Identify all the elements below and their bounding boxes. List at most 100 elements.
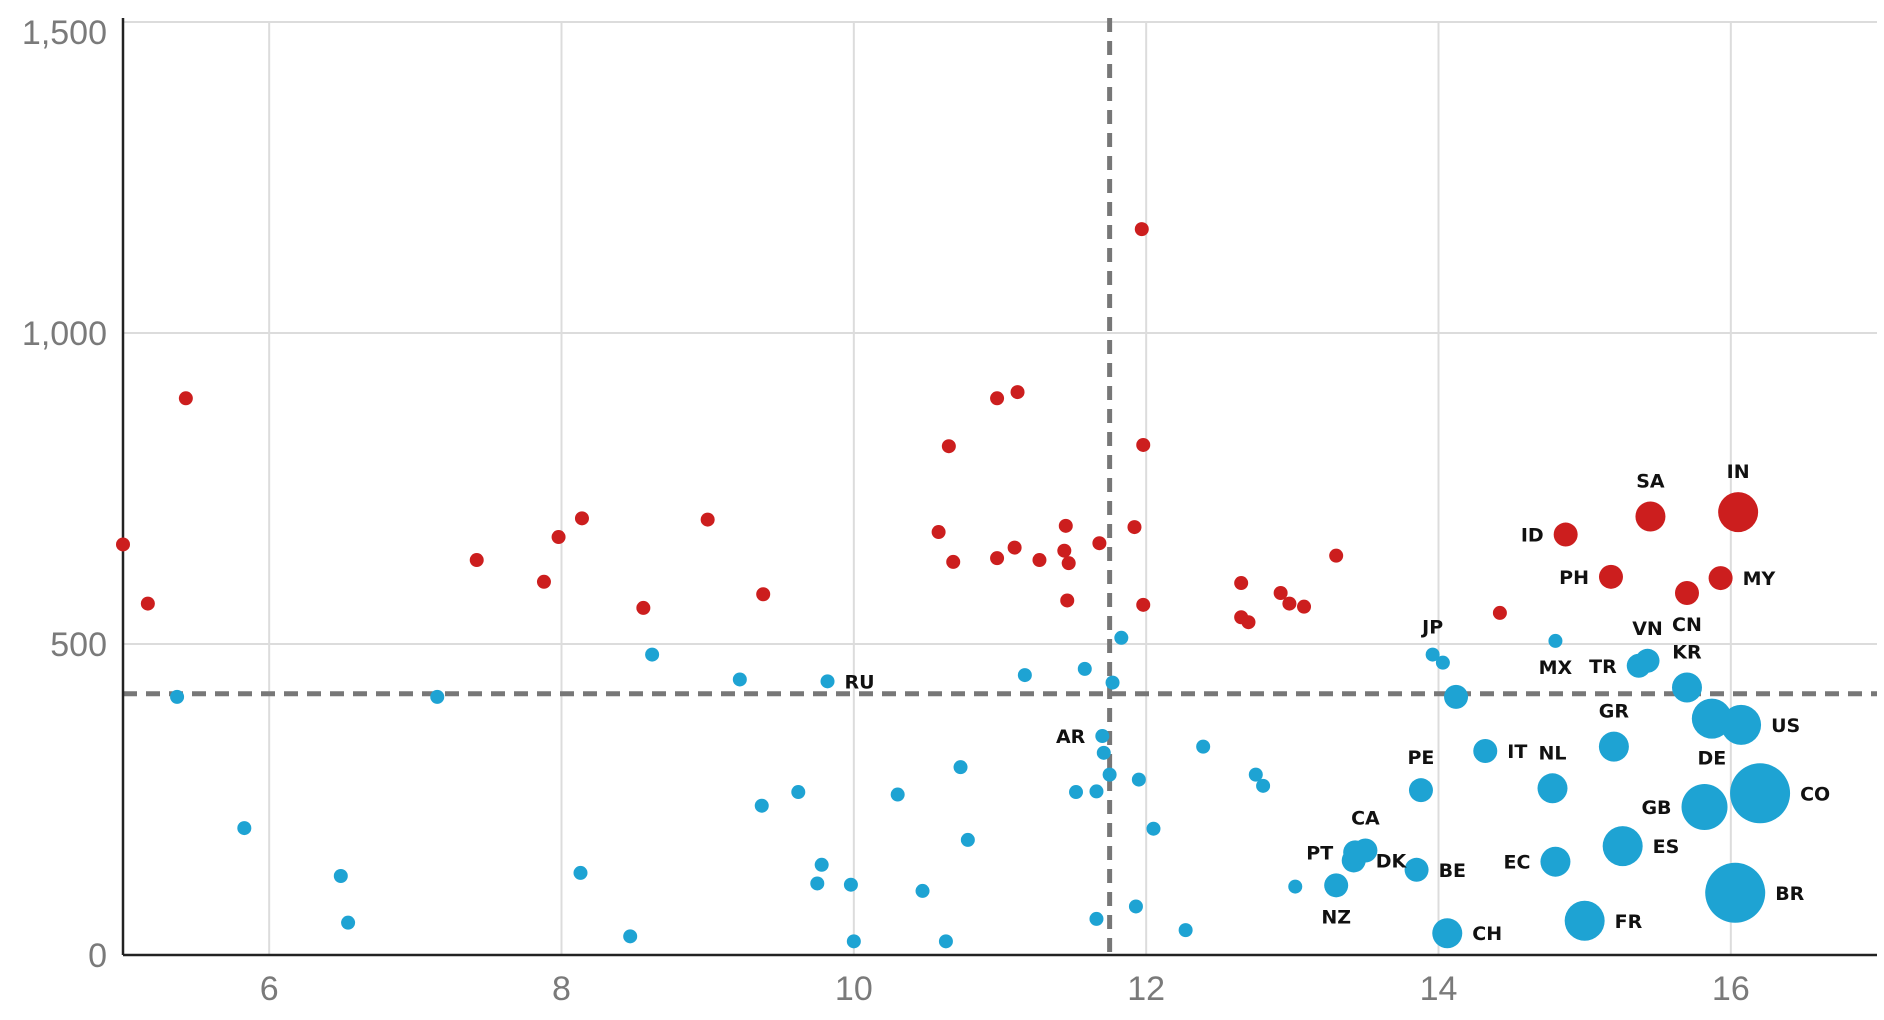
point-label: PE [1408,747,1435,769]
data-point [938,934,953,949]
data-point [1273,585,1288,600]
data-point [1017,668,1032,683]
point-label: GR [1599,701,1630,723]
data-point [1032,553,1047,568]
data-points [116,222,1791,949]
data-point [1077,661,1092,676]
axes [121,18,1877,957]
data-point [1598,564,1623,589]
data-point [430,689,445,704]
data-point [1241,615,1256,630]
point-label: IT [1507,741,1527,763]
data-point [890,787,905,802]
point-label: DE [1697,748,1726,770]
data-point [1096,745,1111,760]
data-point [814,857,829,872]
data-point [1324,873,1349,898]
data-point [791,785,806,800]
data-point [1730,763,1791,824]
point-label: JP [1420,617,1443,639]
data-point [1060,593,1075,608]
point-label: RU [845,671,875,693]
data-point [1128,899,1143,914]
data-point [1635,648,1660,673]
data-point [1444,684,1469,709]
y-tick-label: 0 [88,937,107,975]
data-point [1114,630,1129,645]
data-point [1553,522,1578,547]
data-point [990,391,1005,406]
data-point [1010,385,1025,400]
point-label: GB [1641,797,1671,819]
data-point [700,512,715,527]
data-point [1598,731,1629,762]
data-point [960,832,975,847]
point-label: ES [1653,836,1680,858]
data-point [170,689,185,704]
data-point [1537,773,1568,804]
data-point [1671,672,1702,703]
data-point [1131,772,1146,787]
point-label: CO [1800,783,1830,805]
data-point [1196,739,1211,754]
data-point [1404,857,1429,882]
data-point [1674,580,1699,605]
data-point [1234,576,1249,591]
data-point [1146,821,1161,836]
data-point [333,869,348,884]
data-point [1178,923,1193,938]
y-tick-label: 500 [50,626,107,664]
data-point [1089,784,1104,799]
data-point [946,554,961,569]
data-point [941,439,956,454]
grid-lines [123,21,1877,955]
data-point [1718,492,1759,533]
data-point [1408,778,1433,803]
data-point [237,821,252,836]
point-label: MX [1539,657,1573,679]
point-label: CH [1472,923,1502,945]
point-label: TR [1589,656,1617,678]
data-point [810,876,825,891]
data-point [623,929,638,944]
data-point [1708,566,1733,591]
data-point [645,647,660,662]
data-point [756,587,771,602]
point-label: BR [1775,883,1804,905]
point-label: NL [1539,742,1567,764]
x-tick-label: 16 [1712,970,1750,1008]
data-point [1105,675,1120,690]
data-point [1288,879,1303,894]
data-point [551,530,566,545]
y-tick-label: 1,500 [22,14,107,52]
x-tick-label: 14 [1420,970,1458,1008]
data-point [1721,704,1762,745]
point-label: CN [1672,614,1702,636]
data-point [1248,767,1263,782]
data-point [820,674,835,689]
data-point [140,596,155,611]
data-point [1705,862,1766,923]
data-point [1602,826,1643,867]
reference-lines [123,18,1877,955]
point-label: AR [1056,726,1086,748]
data-point [1102,767,1117,782]
data-point [1089,911,1104,926]
data-point [1473,738,1498,763]
data-point [1435,655,1450,670]
data-point [1635,501,1666,532]
x-tick-label: 12 [1127,970,1165,1008]
data-point [1425,647,1440,662]
data-point [636,600,651,615]
data-point [1564,900,1605,941]
tick-labels: 6 8 10 12 14 16 0 500 1,000 1,500 [22,14,1750,1008]
point-label: BE [1439,860,1466,882]
data-point [1069,785,1084,800]
data-point [178,391,193,406]
data-point [1136,597,1151,612]
data-point [953,760,968,775]
data-point [1353,838,1378,863]
data-point [341,915,356,930]
point-label: KR [1672,642,1702,664]
data-point [1127,520,1142,535]
